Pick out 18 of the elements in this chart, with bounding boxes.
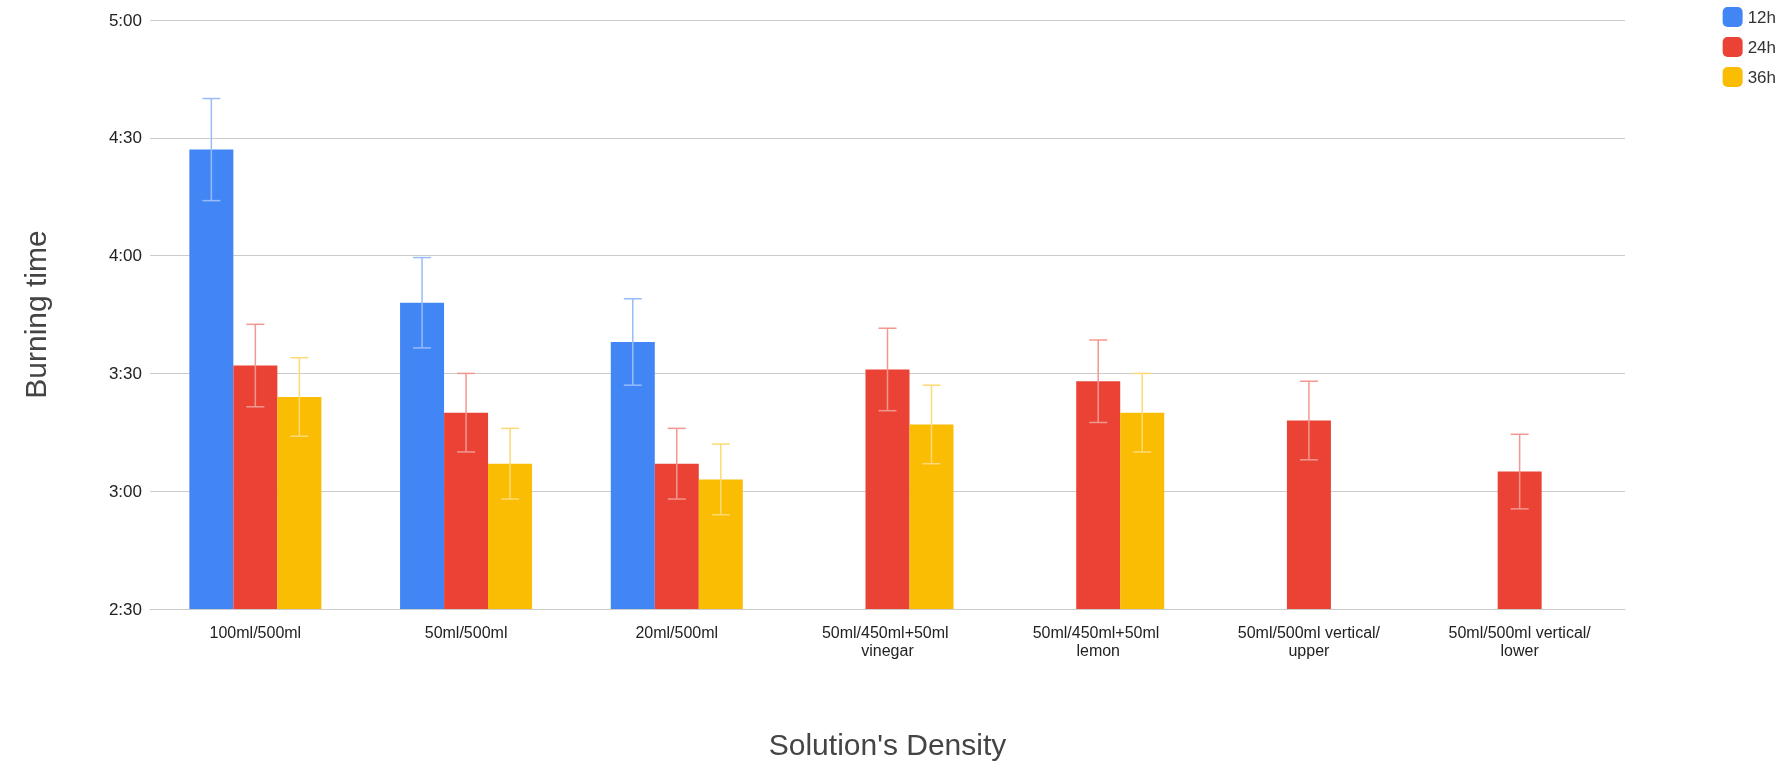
x-tick-label: 100ml/500ml	[209, 623, 302, 641]
y-axis-title: Burning time	[18, 230, 52, 399]
x-tick-label: 50ml/500ml vertical/lower	[1448, 623, 1592, 659]
x-tick-label: 20ml/500ml	[635, 623, 719, 641]
x-tick-label: 50ml/500ml	[424, 623, 508, 641]
legend-label: 36h	[1747, 67, 1777, 87]
x-tick-label: 50ml/500ml vertical/upper	[1237, 623, 1381, 659]
legend-label: 24h	[1747, 37, 1777, 57]
x-tick-label: 50ml/450ml+50ml lemon	[1032, 623, 1164, 659]
x-tick-label: 50ml/450ml+50ml vinegar	[821, 623, 954, 659]
y-tick-label: 3:30	[108, 363, 142, 383]
y-tick-label: 5:00	[108, 10, 142, 30]
y-tick-label: 3:00	[108, 481, 142, 501]
y-tick-label: 4:00	[108, 246, 142, 266]
y-tick-label: 2:30	[108, 599, 142, 619]
x-axis-title: Solution's Density	[768, 727, 1007, 761]
y-tick-label: 4:30	[108, 128, 142, 148]
legend-label: 12h	[1747, 7, 1777, 27]
